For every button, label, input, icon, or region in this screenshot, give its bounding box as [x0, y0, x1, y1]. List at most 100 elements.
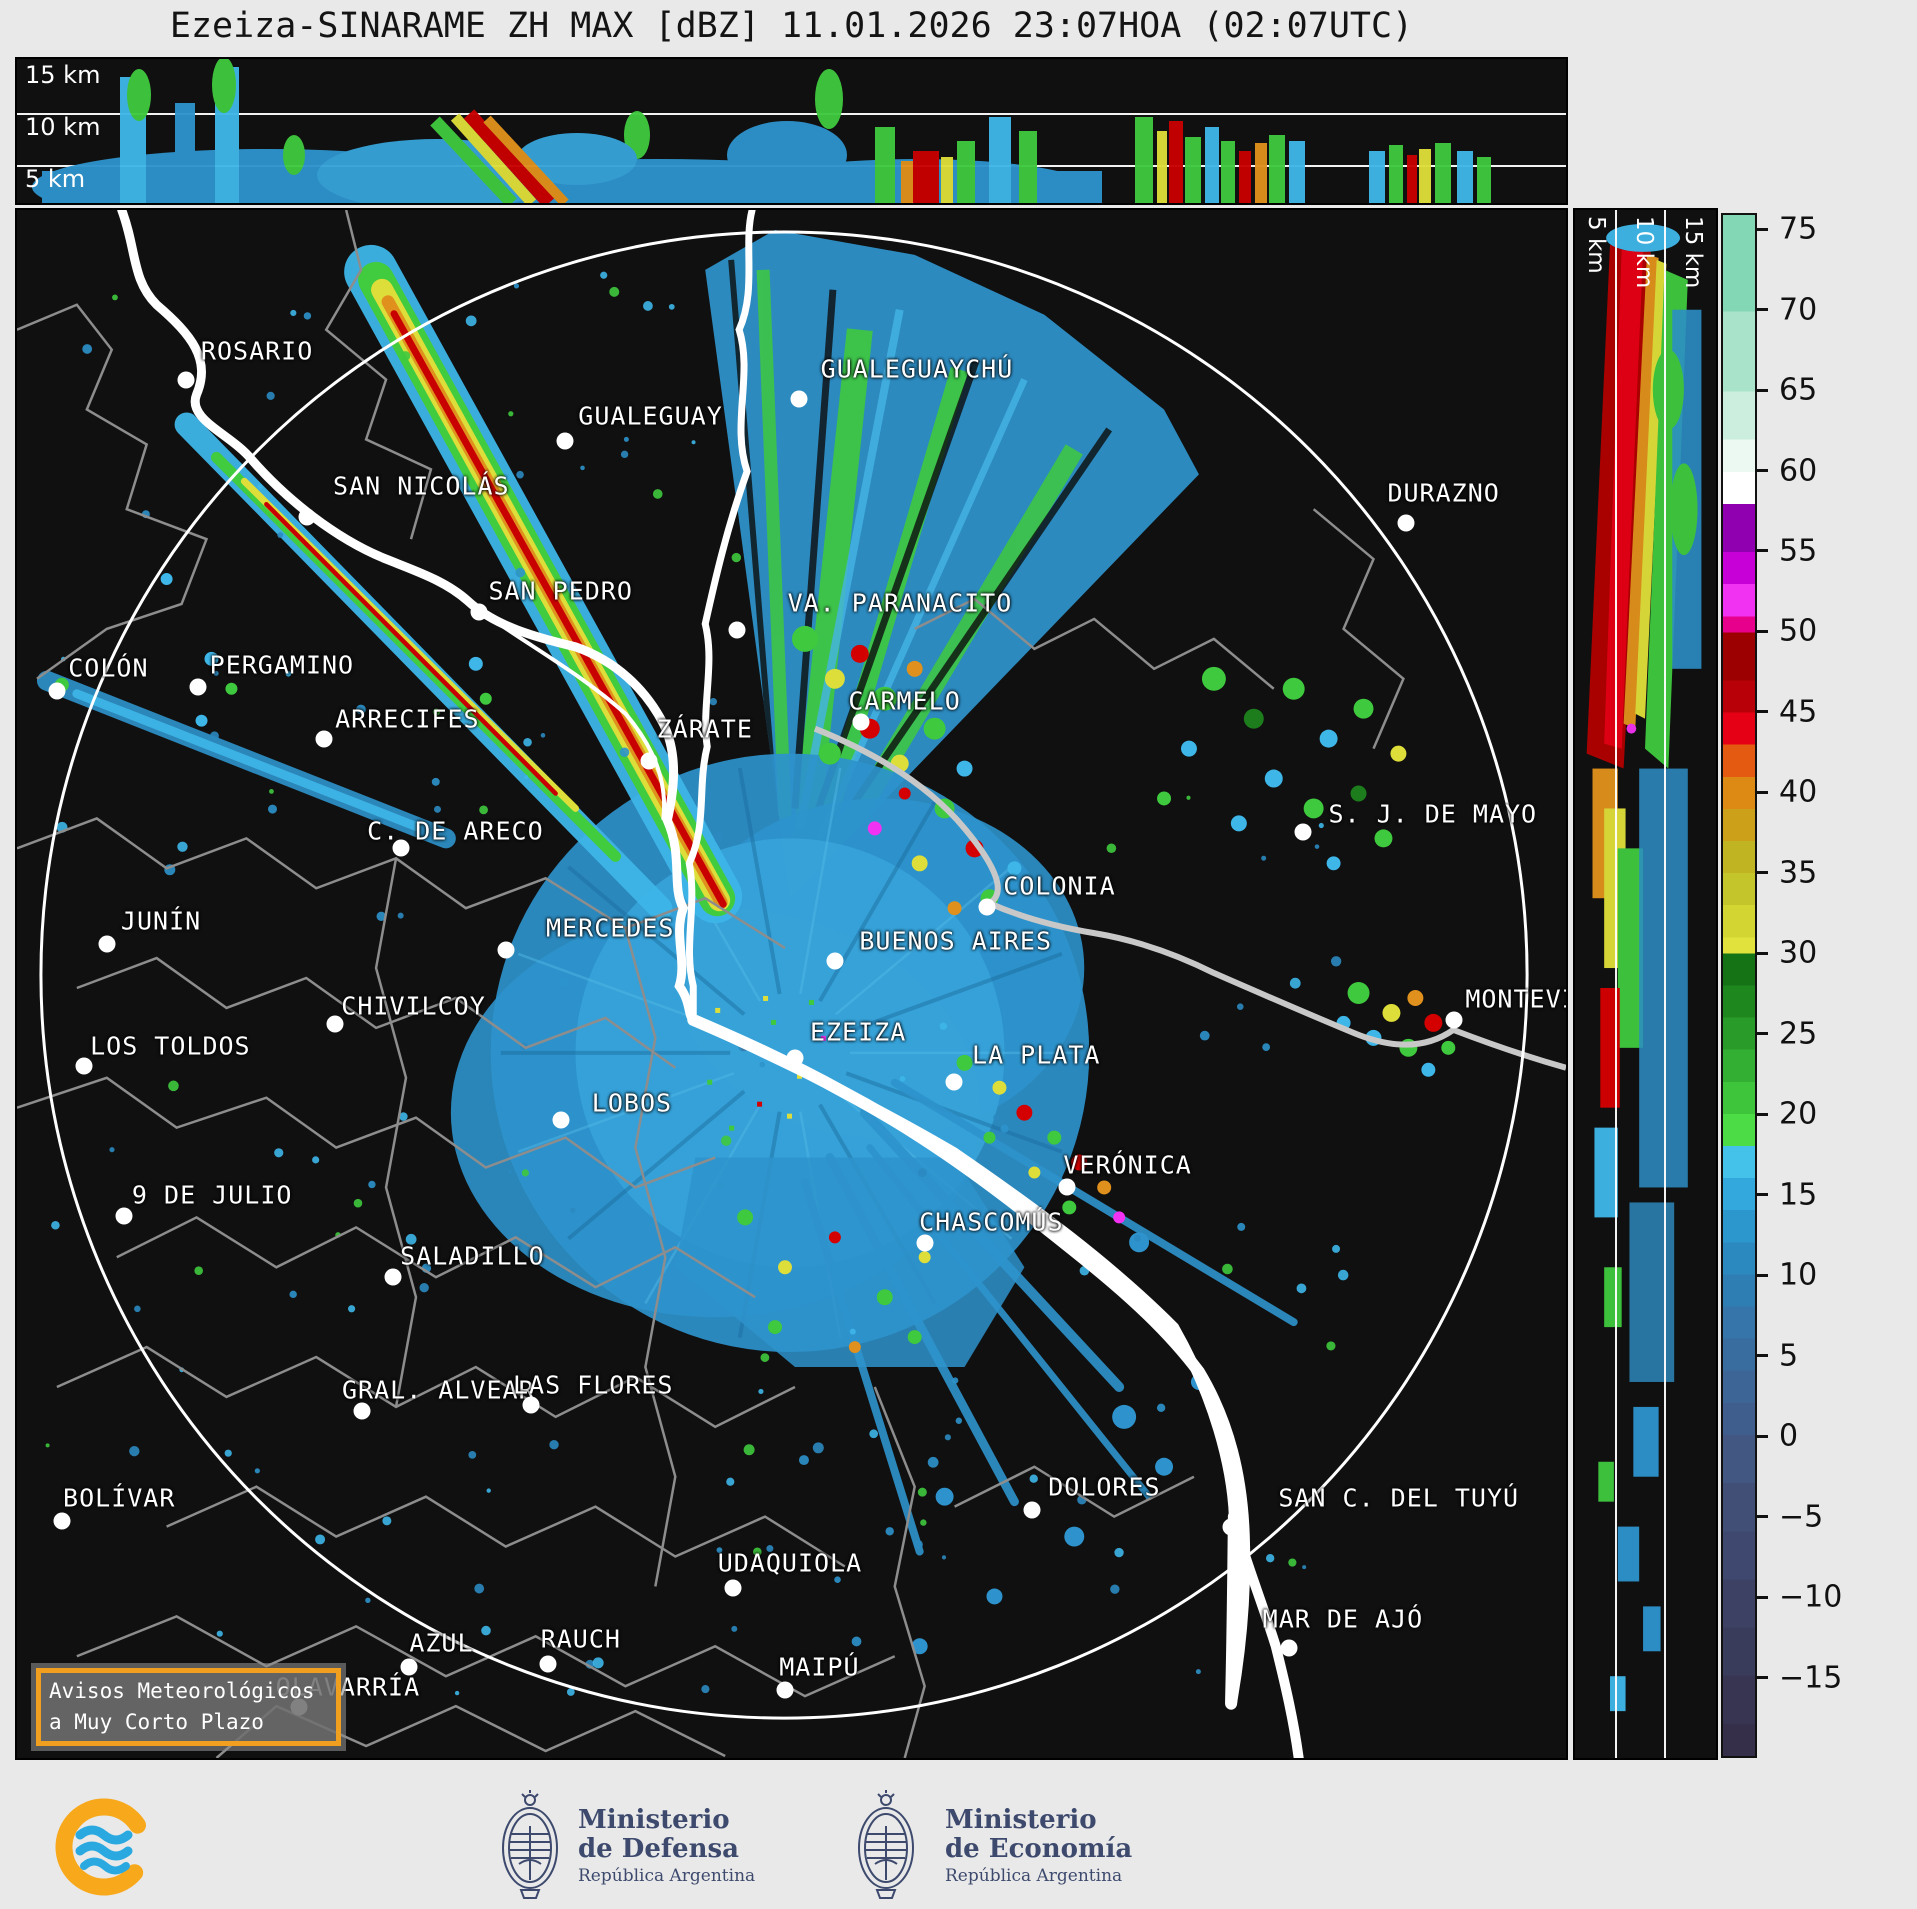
altitude-label-10km: 10 km: [25, 113, 101, 141]
city-label: DOLORES: [1048, 1472, 1161, 1502]
colorbar-tick-label: 45: [1779, 694, 1818, 730]
colorbar-tick-label: −10: [1779, 1579, 1843, 1615]
city-dot: [1023, 1501, 1041, 1519]
colorbar-tick-label: 75: [1779, 211, 1818, 247]
city-label: ARRECIFES: [335, 704, 480, 734]
city-label: GUALEGUAYCHÚ: [820, 354, 1014, 384]
echo-wnw-spike: [174, 412, 673, 921]
city-dot: [384, 1268, 402, 1286]
city-label: S. J. DE MAYO: [1328, 799, 1538, 829]
radar-map-panel: ROSARIO GUALEGUAYCHÚ GUALEGUAY SAN NICOLÁS D…: [15, 208, 1568, 1760]
city-label: JUNÍN: [120, 906, 202, 936]
colorbar-tick-label: 70: [1779, 292, 1818, 328]
colorbar-tick-label: 40: [1779, 774, 1818, 810]
economia-coat-of-arms: [858, 1790, 914, 1899]
city-label: PERGAMINO: [209, 650, 355, 680]
economia-logo-text: Ministerio de Economía República Argenti…: [945, 1805, 1132, 1887]
city-label: GRAL. ALVEAR: [342, 1375, 535, 1405]
colorbar-tick-label: −15: [1779, 1660, 1843, 1696]
colorbar-tick-label: 0: [1779, 1418, 1799, 1454]
city-dot: [1397, 514, 1415, 532]
altitude-vline-10km: [1664, 210, 1666, 1758]
city-label: LOBOS: [591, 1088, 673, 1118]
defensa-line1: Ministerio: [578, 1805, 730, 1835]
city-dot: [790, 390, 808, 408]
city-dot: [916, 1234, 934, 1252]
city-label: COLÓN: [68, 653, 149, 683]
city-dot: [1445, 1011, 1463, 1029]
city-label: ZÁRATE: [656, 714, 753, 744]
city-dot: [539, 1655, 557, 1673]
city-dot: [1222, 1518, 1240, 1536]
smn-logo-icon: [55, 1798, 153, 1896]
city-label: VA. PARANACITO: [787, 588, 1013, 618]
economia-line3: República Argentina: [945, 1866, 1123, 1886]
top-cross-section-echoes: [32, 59, 1491, 203]
colorbar-tick-label: 50: [1779, 613, 1818, 649]
city-dot: [640, 752, 658, 770]
city-dot: [353, 1402, 371, 1420]
short-term-warnings-box: Avisos Meteorológicos a Muy Corto Plazo: [36, 1668, 341, 1746]
footer-logos: Servicio Meteorológico Nacional Argentin…: [0, 1768, 1917, 1909]
city-label: SAN C. DEL TUYÚ: [1278, 1483, 1520, 1513]
city-label: GUALEGUAY: [578, 401, 723, 431]
colorbar-tick-label: 20: [1779, 1096, 1818, 1132]
city-label: SALADILLO: [400, 1241, 545, 1271]
economia-line1: Ministerio: [945, 1805, 1097, 1835]
colorbar-tick-label: 25: [1779, 1016, 1818, 1052]
city-dot: [945, 1073, 963, 1091]
echo-laplata-cells: [956, 1054, 1126, 1224]
defensa-logo-text: Ministerio de Defensa República Argentin…: [578, 1805, 756, 1887]
city-dot: [177, 371, 195, 389]
colorbar-tick-label: 5: [1779, 1338, 1799, 1374]
side-altitude-label-10km: 10 km: [1631, 216, 1657, 289]
city-dot: [1294, 823, 1312, 841]
radar-map-graphics: [17, 210, 1566, 1758]
colorbar-tick-label: 65: [1779, 372, 1818, 408]
city-label: SAN NICOLÁS: [332, 471, 510, 501]
reflectivity-colorbar: [1721, 213, 1757, 1758]
side-cross-section-echoes: [1586, 223, 1702, 1712]
side-cross-section-panel: 5 km 10 km 15 km: [1573, 208, 1718, 1760]
city-dot: [315, 730, 333, 748]
warning-line-1: Avisos Meteorológicos: [49, 1679, 315, 1703]
city-label: UDAQUIOLA: [717, 1548, 863, 1578]
colorbar-tick-label: 30: [1779, 935, 1818, 971]
echo-sjmayo-cells: [1157, 666, 1407, 871]
altitude-label-5km: 5 km: [25, 165, 86, 193]
city-label: CHIVILCOY: [341, 991, 486, 1021]
city-label: BOLÍVAR: [63, 1483, 176, 1513]
city-dot: [400, 1658, 418, 1676]
city-dot: [53, 1512, 71, 1530]
city-label: BUENOS AIRES: [859, 926, 1052, 956]
side-altitude-label-15km: 15 km: [1680, 216, 1706, 289]
city-label: EZEIZA: [809, 1017, 907, 1047]
city-dot: [786, 1049, 804, 1067]
side-altitude-label-5km: 5 km: [1583, 216, 1609, 274]
defensa-line3: República Argentina: [578, 1866, 756, 1886]
city-dot: [497, 941, 515, 959]
city-dot: [776, 1681, 794, 1699]
city-dot: [852, 713, 870, 731]
echo-clutter: [45, 271, 1349, 1696]
city-dot: [826, 952, 844, 970]
page-title: Ezeiza-SINARAME ZH MAX [dBZ] 11.01.2026 …: [169, 6, 1414, 46]
city-dot: [298, 508, 316, 525]
defensa-line2: de Defensa: [578, 1834, 739, 1864]
warning-line-2: a Muy Corto Plazo: [49, 1710, 264, 1734]
city-dot: [728, 621, 746, 638]
city-label: 9 DE JULIO: [131, 1180, 293, 1210]
city-dot: [724, 1579, 742, 1597]
colorbar-tick-label: 10: [1779, 1257, 1818, 1293]
city-label: C. DE ARECO: [367, 816, 544, 846]
city-dot: [978, 898, 996, 916]
city-label: LOS TOLDOS: [90, 1031, 251, 1061]
defensa-coat-of-arms: [502, 1790, 558, 1899]
echo-nw-cells: [160, 573, 492, 727]
city-dot: [48, 682, 66, 700]
city-dot: [552, 1111, 570, 1129]
city-label: DURAZNO: [1387, 478, 1500, 508]
city-label: MAIPÚ: [779, 1652, 860, 1682]
city-label: LAS FLORES: [512, 1370, 674, 1400]
city-label: MERCEDES: [546, 913, 675, 943]
